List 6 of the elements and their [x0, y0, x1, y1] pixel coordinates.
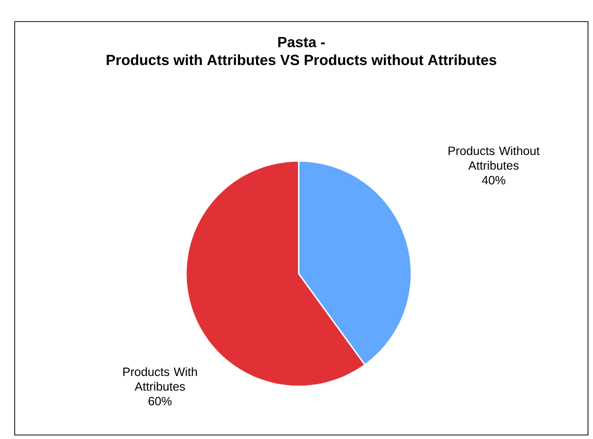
chart-subtitle: Products with Attributes VS Products without Attributes	[106, 54, 496, 66]
data-label: 60%	[148, 396, 172, 406]
chart-title: Pasta -	[278, 37, 325, 48]
slice-label: Products Without Attributes	[448, 146, 540, 170]
data-label: 40%	[482, 176, 506, 184]
slice-label: Products With Attributes	[123, 367, 197, 391]
